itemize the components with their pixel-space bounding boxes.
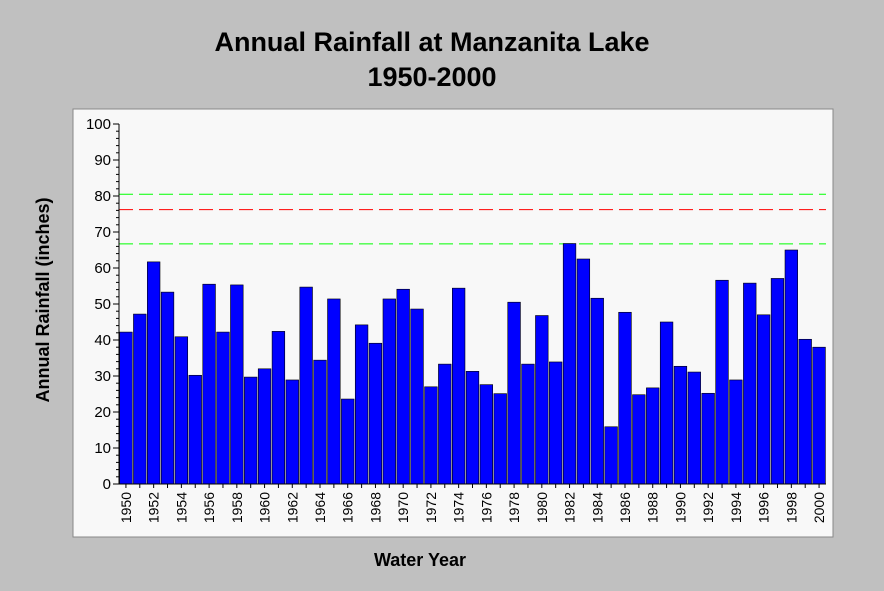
- x-tick-label: 1984: [589, 492, 605, 523]
- x-tick-label: 1980: [534, 492, 550, 523]
- bar: [271, 331, 286, 485]
- x-tick-label: 1966: [340, 492, 356, 523]
- bar: [521, 363, 535, 485]
- x-tick-label: 2000: [811, 492, 827, 523]
- bar: [632, 394, 646, 485]
- bar: [756, 314, 771, 485]
- y-tick-label: 100: [86, 116, 111, 133]
- y-tick-label: 70: [94, 224, 111, 241]
- bar: [701, 392, 715, 485]
- x-tick-label: 1974: [451, 492, 467, 523]
- bar: [493, 393, 507, 485]
- x-tick-label: 1954: [173, 492, 189, 523]
- bar: [535, 315, 549, 485]
- x-tick-label: 1960: [257, 492, 273, 523]
- x-tick-label: 1952: [146, 492, 162, 523]
- bar: [812, 346, 826, 485]
- bar: [202, 283, 216, 485]
- x-tick-label: 1970: [395, 492, 411, 523]
- y-tick-label: 10: [94, 440, 111, 457]
- bar: [230, 284, 244, 485]
- x-tick-label: 1978: [506, 492, 522, 523]
- x-tick-label: 1998: [783, 492, 799, 523]
- x-tick-label: 1964: [312, 492, 328, 523]
- y-axis: 0 10 20 30 40 50 60 70 80 90 100: [86, 116, 120, 493]
- bars: [119, 243, 826, 485]
- bar: [465, 371, 480, 485]
- bar: [646, 387, 660, 485]
- bar: [618, 311, 632, 485]
- x-tick-label: 1968: [367, 492, 383, 523]
- x-axis: 1950 1952 1954 1956 1958 1960 1962 1964 1966 1968…: [118, 483, 827, 523]
- y-tick-label: 0: [103, 476, 111, 493]
- bar: [784, 249, 798, 485]
- x-tick-label: 1988: [645, 492, 661, 523]
- y-tick-label: 80: [94, 188, 111, 205]
- bar: [341, 398, 355, 485]
- bar: [687, 371, 701, 485]
- bar: [549, 361, 563, 485]
- bar: [452, 287, 466, 485]
- y-tick-label: 60: [94, 260, 111, 277]
- bar: [590, 297, 604, 485]
- y-tick-label: 20: [94, 404, 111, 421]
- bar: [715, 279, 729, 485]
- bar: [438, 363, 452, 485]
- bar: [257, 368, 272, 485]
- bar: [133, 313, 147, 485]
- bar: [507, 301, 521, 485]
- bar: [285, 379, 299, 485]
- y-tick-label: 50: [94, 296, 111, 313]
- x-tick-label: 1994: [728, 492, 744, 523]
- chart-title-line2: 1950-2000: [367, 62, 496, 92]
- x-tick-label: 1996: [756, 492, 772, 523]
- bar: [299, 286, 313, 485]
- bar: [147, 261, 161, 485]
- bar: [160, 291, 175, 485]
- x-axis-label: Water Year: [374, 550, 466, 570]
- x-tick-label: 1992: [700, 492, 716, 523]
- bar: [244, 376, 258, 485]
- bar: [770, 278, 785, 485]
- chart-title-line1: Annual Rainfall at Manzanita Lake: [214, 27, 649, 57]
- bar: [673, 365, 688, 485]
- x-tick-label: 1972: [423, 492, 439, 523]
- x-tick-label: 1990: [672, 492, 688, 523]
- x-tick-label: 1982: [562, 492, 578, 523]
- bar: [576, 258, 591, 485]
- x-tick-label: 1962: [284, 492, 300, 523]
- bar: [396, 288, 410, 485]
- y-axis-label: Annual Rainfall (inches): [33, 197, 53, 402]
- bar: [313, 359, 327, 485]
- bar: [327, 298, 341, 485]
- bar: [174, 336, 189, 485]
- bar: [743, 282, 757, 485]
- x-tick-label: 1986: [617, 492, 633, 523]
- x-tick-label: 1958: [229, 492, 245, 523]
- bar: [729, 379, 743, 485]
- bar: [479, 384, 493, 485]
- y-tick-label: 30: [94, 368, 111, 385]
- reference-lines: [119, 193, 826, 245]
- x-tick-label: 1950: [118, 492, 134, 523]
- bar: [410, 308, 424, 485]
- bar: [216, 331, 230, 485]
- bar: [604, 426, 618, 485]
- bar: [798, 338, 812, 485]
- bar: [188, 374, 202, 485]
- y-tick-label: 90: [94, 152, 111, 169]
- bar: [119, 331, 133, 485]
- bar: [368, 342, 383, 485]
- bar: [659, 321, 674, 485]
- x-tick-label: 1956: [201, 492, 217, 523]
- bar: [424, 386, 438, 485]
- bar: [382, 298, 396, 485]
- bar: [562, 243, 577, 485]
- bar: [354, 324, 369, 485]
- x-tick-label: 1976: [478, 492, 494, 523]
- y-tick-label: 40: [94, 332, 111, 349]
